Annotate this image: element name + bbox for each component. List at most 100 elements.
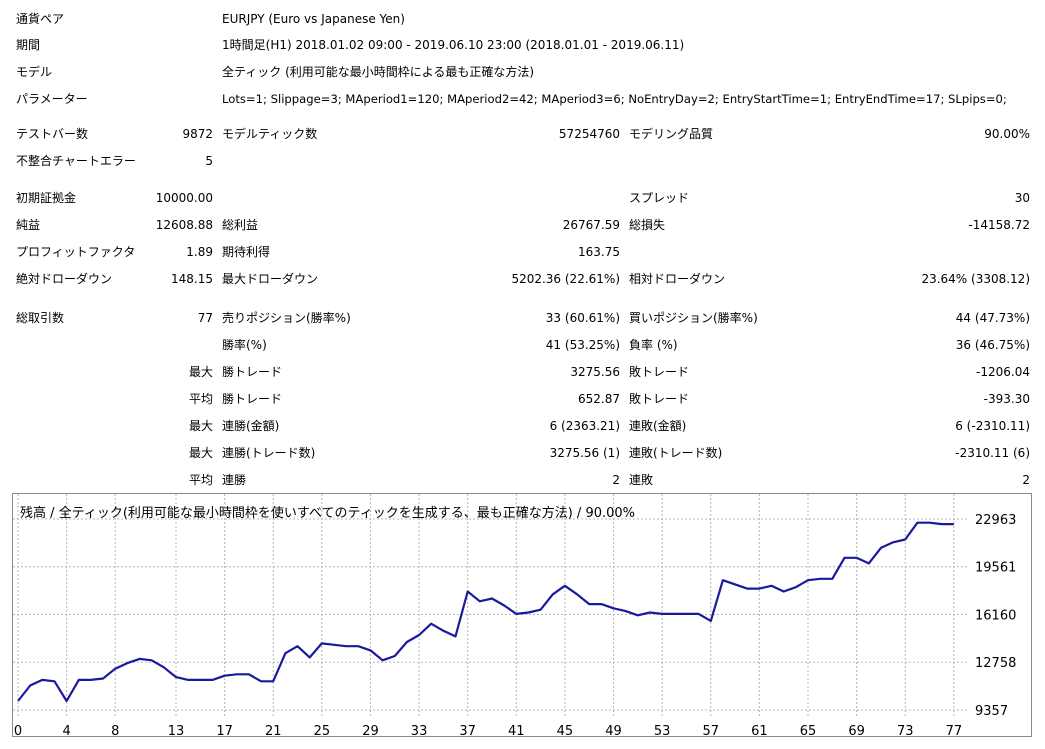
loss-rate-label: 負率 (%) [629, 338, 678, 352]
total-trades-value: 77 [197, 311, 213, 325]
x-tick-label: 33 [411, 724, 428, 739]
gross-profit-value: 26767.59 [562, 218, 620, 232]
cons-win-amount-value: 6 (2363.21) [549, 419, 620, 433]
cons-loss-amount-label: 連敗(金額) [629, 419, 687, 433]
x-tick-label: 69 [848, 724, 865, 739]
ticks-value: 57254760 [558, 127, 620, 141]
abs-drawdown-label: 絶対ドローダウン [16, 272, 113, 286]
x-tick-label: 0 [14, 724, 22, 739]
y-tick-label: 16160 [975, 608, 1016, 623]
x-tick-label: 65 [800, 724, 817, 739]
balance-chart-frame [12, 493, 1032, 737]
avg-cons-win-label: 連勝 [222, 473, 247, 487]
expected-payoff-value: 163.75 [578, 245, 620, 259]
params-value: Lots=1; Slippage=3; MAperiod1=120; MAper… [222, 92, 1007, 106]
avg-win-value: 652.87 [578, 392, 620, 406]
x-tick-label: 61 [751, 724, 768, 739]
net-profit-value: 12608.88 [155, 218, 213, 232]
cons-loss-count-label: 連敗(トレード数) [629, 446, 723, 460]
max-cons-amount-prefix: 最大 [188, 419, 213, 433]
model-label: モデル [16, 65, 53, 79]
y-axis-ticks: 9357 12758 16160 19561 22963 [975, 513, 1016, 719]
period-label: 期間 [16, 38, 41, 52]
cons-win-count-value: 3275.56 (1) [549, 446, 620, 460]
largest-loss-label: 敗トレード [629, 365, 690, 379]
bars-label: テストバー数 [16, 127, 89, 141]
largest-win-label: 勝トレード [222, 365, 283, 379]
params-label: パラメーター [16, 92, 88, 106]
x-tick-label: 37 [459, 724, 476, 739]
win-rate-label: 勝率(%) [222, 338, 267, 352]
x-tick-label: 8 [111, 724, 119, 739]
largest-win-value: 3275.56 [570, 365, 620, 379]
x-tick-label: 49 [605, 724, 622, 739]
x-tick-label: 45 [557, 724, 574, 739]
average-prefix: 平均 [188, 392, 213, 406]
pair-label: 通貨ペア [16, 12, 65, 26]
x-tick-label: 25 [314, 724, 331, 739]
gross-profit-label: 総利益 [222, 218, 259, 232]
cons-loss-amount-value: 6 (-2310.11) [955, 419, 1030, 433]
balance-line [17, 521, 954, 703]
largest-prefix: 最大 [188, 365, 213, 379]
y-tick-label: 19561 [975, 561, 1016, 576]
x-tick-label: 17 [216, 724, 233, 739]
ticks-label: モデルティック数 [222, 127, 318, 141]
cons-win-count-label: 連勝(トレード数) [222, 446, 316, 460]
total-trades-label: 総取引数 [16, 311, 65, 325]
x-tick-label: 4 [62, 724, 70, 739]
y-tick-label: 12758 [975, 656, 1016, 671]
deposit-label: 初期証拠金 [16, 191, 77, 205]
x-tick-label: 57 [702, 724, 719, 739]
profit-factor-value: 1.89 [186, 245, 213, 259]
max-drawdown-value: 5202.36 (22.61%) [511, 272, 620, 286]
avg-cons-win-value: 2 [612, 473, 620, 487]
cons-win-amount-label: 連勝(金額) [222, 419, 280, 433]
avg-win-label: 勝トレード [222, 392, 283, 406]
net-profit-label: 純益 [16, 218, 41, 232]
loss-rate-value: 36 (46.75%) [955, 338, 1030, 352]
bars-value: 9872 [182, 127, 213, 141]
avg-loss-value: -393.30 [983, 392, 1030, 406]
rel-drawdown-value: 23.64% (3308.12) [921, 272, 1030, 286]
model-value: 全ティック (利用可能な最小時間枠による最も正確な方法) [222, 65, 535, 79]
spread-label: スプレッド [629, 191, 690, 205]
chart-line-layer [17, 521, 954, 703]
quality-value: 90.00% [984, 127, 1030, 141]
max-drawdown-label: 最大ドローダウン [222, 272, 319, 286]
x-tick-label: 13 [168, 724, 185, 739]
avg-cons-loss-label: 連敗 [629, 473, 654, 487]
abs-drawdown-value: 148.15 [171, 272, 213, 286]
gross-loss-label: 総損失 [629, 218, 666, 232]
period-value: 1時間足(H1) 2018.01.02 09:00 - 2019.06.10 2… [222, 38, 685, 52]
mismatch-label: 不整合チャートエラー [16, 154, 136, 168]
deposit-value: 10000.00 [155, 191, 213, 205]
x-tick-label: 73 [897, 724, 914, 739]
short-positions-label: 売りポジション(勝率%) [222, 311, 351, 325]
x-tick-label: 41 [508, 724, 525, 739]
y-tick-label: 9357 [975, 704, 1008, 719]
profit-factor-label: プロフィットファクタ [16, 245, 136, 259]
expected-payoff-label: 期待利得 [222, 245, 271, 259]
avg-loss-label: 敗トレード [629, 392, 690, 406]
short-positions-value: 33 (60.61%) [545, 311, 620, 325]
long-positions-value: 44 (47.73%) [955, 311, 1030, 325]
spread-value: 30 [1014, 191, 1030, 205]
mismatch-value: 5 [205, 154, 213, 168]
x-tick-label: 53 [654, 724, 671, 739]
avg-cons-prefix: 平均 [188, 473, 213, 487]
x-tick-label: 29 [362, 724, 379, 739]
win-rate-value: 41 (53.25%) [545, 338, 620, 352]
x-tick-label: 21 [265, 724, 282, 739]
cons-loss-count-value: -2310.11 (6) [955, 446, 1030, 460]
rel-drawdown-label: 相対ドローダウン [629, 272, 726, 286]
avg-cons-loss-value: 2 [1022, 473, 1030, 487]
x-tick-label: 77 [946, 724, 963, 739]
max-cons-count-prefix: 最大 [188, 446, 213, 460]
largest-loss-value: -1206.04 [976, 365, 1030, 379]
y-tick-label: 22963 [975, 513, 1016, 528]
chart-title: 残高 / 全ティック(利用可能な最小時間枠を使いすべてのティックを生成する、最も… [20, 505, 635, 521]
gross-loss-value: -14158.72 [968, 218, 1030, 232]
pair-value: EURJPY (Euro vs Japanese Yen) [222, 12, 405, 26]
